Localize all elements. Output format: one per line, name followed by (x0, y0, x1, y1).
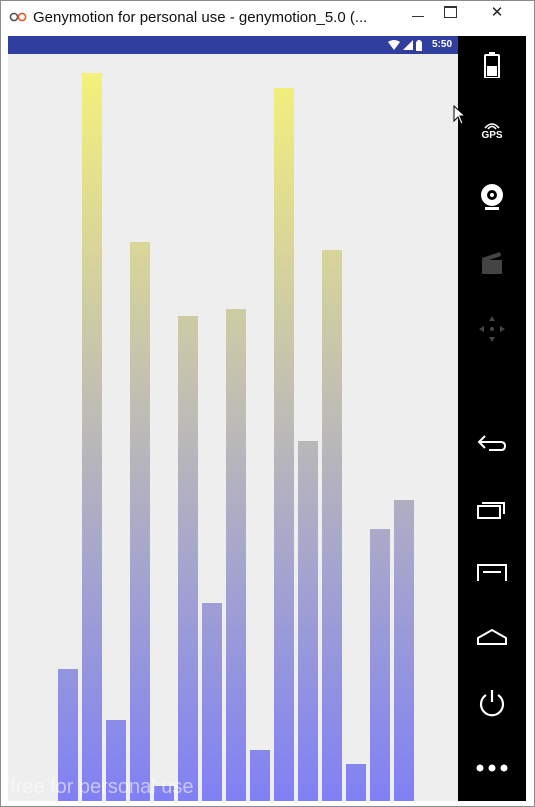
gps-label: GPS (481, 129, 503, 141)
close-button[interactable]: ✕ (475, 1, 519, 23)
gps-widget-button[interactable]: GPS (473, 114, 511, 148)
minimize-icon (412, 15, 424, 17)
more-button[interactable] (473, 751, 511, 785)
webcam-widget-icon (481, 184, 503, 210)
chart-bar (154, 786, 174, 801)
back-button[interactable] (473, 426, 511, 460)
minimize-button[interactable] (401, 1, 435, 23)
chart-bar (130, 242, 150, 801)
chart-bar (370, 529, 390, 801)
chart-bar (202, 603, 222, 801)
dpad-widget-icon (479, 316, 505, 342)
back-icon (477, 435, 507, 451)
menu-button[interactable] (473, 556, 511, 590)
window-title: Genymotion for personal use - genymotion… (33, 9, 368, 26)
status-clock: 5:50 (431, 39, 452, 50)
app-screen[interactable]: free for personal use (8, 54, 458, 801)
chart-bar (298, 441, 318, 801)
mouse-cursor-icon (453, 105, 467, 125)
capture-widget-icon (482, 252, 502, 274)
power-icon (479, 690, 505, 717)
chart-bar (274, 88, 294, 801)
gps-signal-icon (484, 122, 500, 130)
close-icon: ✕ (490, 3, 504, 21)
maximize-icon (443, 6, 457, 18)
battery-icon (416, 39, 422, 51)
device-frame: 5:50 free for personal use GPS (8, 36, 526, 801)
battery-widget-icon (484, 52, 500, 78)
android-status-bar: 5:50 (8, 36, 458, 54)
watermark-text: free for personal use (10, 776, 194, 798)
battery-widget-button[interactable] (473, 48, 511, 82)
home-button[interactable] (473, 620, 511, 654)
dpad-widget-button[interactable] (473, 312, 511, 346)
gps-widget-icon: GPS (481, 122, 503, 141)
recent-apps-icon (477, 502, 505, 519)
signal-icon (403, 40, 413, 50)
capture-widget-button[interactable] (473, 246, 511, 280)
title-bar[interactable]: Genymotion for personal use - genymotion… (1, 1, 534, 35)
power-button[interactable] (473, 686, 511, 720)
wifi-icon (388, 40, 400, 50)
chart-bar (82, 73, 102, 801)
chart-bar (322, 250, 342, 801)
chart-bar (394, 500, 414, 801)
chart-bar (106, 720, 126, 801)
menu-icon (477, 564, 507, 581)
maximize-button[interactable] (433, 1, 467, 23)
chart-bar (58, 669, 78, 801)
more-icon (476, 764, 508, 772)
home-icon (477, 628, 507, 645)
genymotion-toolbar: GPS (458, 36, 526, 801)
chart-bar (226, 309, 246, 801)
chart-bar (178, 316, 198, 801)
recent-apps-button[interactable] (473, 492, 511, 526)
webcam-widget-button[interactable] (473, 180, 511, 214)
status-icons (388, 39, 422, 51)
chart-bar (346, 764, 366, 801)
genymotion-app-icon (9, 12, 27, 22)
chart-bar (250, 750, 270, 801)
